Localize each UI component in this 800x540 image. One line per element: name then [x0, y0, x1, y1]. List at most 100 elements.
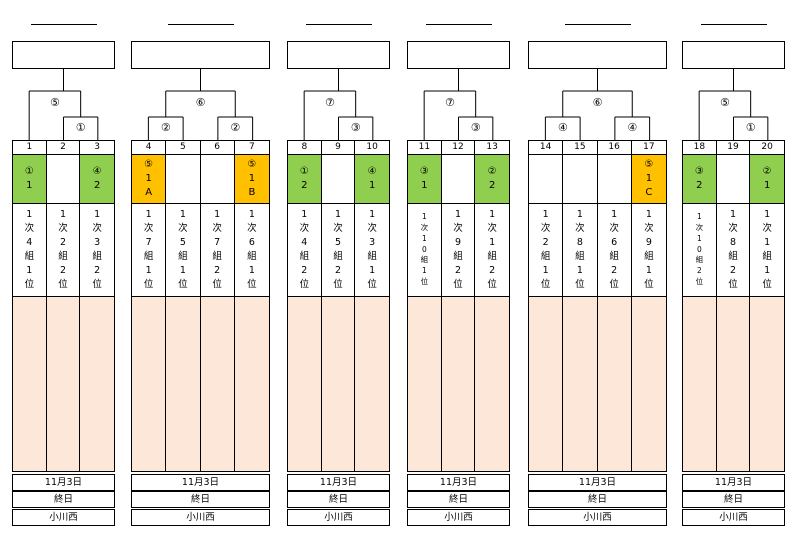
qualifier-char: 3 — [369, 237, 376, 248]
qualifier-char: 1 — [369, 209, 376, 220]
qualifier-char: 組 — [644, 251, 654, 262]
group-F組: ⑤ ① 18 ③ 2 1 次 1 0 組 2 位 19 1 次 8 組 2 位 20 ② 1 1 次 1 組 1 位 11月3日 終日 小川… — [682, 0, 785, 540]
match-venue: 小川西 — [528, 509, 667, 526]
seed-text: ⑤ — [144, 159, 154, 170]
title-underline — [30, 24, 97, 25]
qualifier-char: 組 — [487, 251, 497, 262]
qualifier-char: 組 — [333, 251, 343, 262]
seed-cell — [166, 155, 200, 204]
title-underline — [700, 24, 767, 25]
round-label-final: ⑥ — [587, 96, 608, 110]
result-area[interactable] — [321, 297, 355, 471]
qualifier-char: 1 — [214, 209, 221, 220]
qualifier-char: 1 — [369, 265, 376, 276]
qualifier-char: 組 — [58, 251, 68, 262]
qualifier-char: 1 — [489, 209, 496, 220]
qualifier-char: 1 — [26, 265, 33, 276]
winner-box[interactable] — [682, 41, 785, 69]
seed-text: 2 — [696, 180, 703, 191]
qualifier-char: 1 — [576, 209, 583, 220]
result-area[interactable] — [13, 297, 46, 471]
seed-text: A — [145, 187, 153, 198]
round-label-semi-left: ② — [155, 121, 176, 135]
qualifier-char: 1 — [489, 237, 496, 248]
qualifier-char: 組 — [728, 251, 738, 262]
slot-number: 4 — [132, 141, 166, 155]
seed-text: ② — [487, 166, 497, 177]
winner-box[interactable] — [287, 41, 390, 69]
result-area[interactable] — [200, 297, 234, 471]
qualifier-char: 0 — [696, 244, 702, 254]
qualifier-cell: 1 次 6 組 1 位 — [234, 204, 269, 297]
title-underline — [167, 24, 234, 25]
match-venue: 小川西 — [131, 509, 270, 526]
slot-column: 16 1 次 6 組 2 位 — [597, 141, 632, 471]
winner-box[interactable] — [12, 41, 115, 69]
winner-box[interactable] — [131, 41, 270, 69]
winner-box[interactable] — [407, 41, 510, 69]
group-A組: ⑤ ① 1 ① 1 1 次 4 組 1 位 2 1 次 2 組 2 位 3 ④ 2 1 次 3 組 2 位 11月3日 終日 小川西 — [12, 0, 115, 540]
qualifier-char: 1 — [542, 209, 549, 220]
slot-number: 10 — [355, 141, 389, 155]
result-area[interactable] — [529, 297, 563, 471]
seed-text: ① — [299, 166, 309, 177]
match-venue: 小川西 — [287, 509, 390, 526]
result-area[interactable] — [475, 297, 509, 471]
qualifier-char: 次 — [609, 223, 619, 234]
match-date: 11月3日 — [287, 474, 390, 491]
round-label-semi: ① — [740, 121, 761, 135]
result-area[interactable] — [234, 297, 269, 471]
match-date: 11月3日 — [682, 474, 785, 491]
qualifier-char: 1 — [145, 209, 152, 220]
qualifier-char: 次 — [178, 223, 188, 234]
qualifier-char: 1 — [26, 209, 33, 220]
round-label-final: ⑤ — [714, 96, 735, 110]
slot-number: 14 — [529, 141, 563, 155]
qualifier-char: 0 — [421, 244, 427, 254]
slot-number: 12 — [441, 141, 475, 155]
result-area[interactable] — [631, 297, 666, 471]
seed-text: 1 — [645, 173, 653, 184]
seed-cell — [321, 155, 355, 204]
round-label-semi-right: ④ — [622, 121, 643, 135]
winner-box[interactable] — [528, 41, 667, 69]
result-area[interactable] — [355, 297, 389, 471]
result-area[interactable] — [441, 297, 475, 471]
qualifier-char: 1 — [696, 233, 702, 243]
seed-cell — [441, 155, 475, 204]
seed-text: 1 — [763, 180, 771, 191]
result-area[interactable] — [166, 297, 200, 471]
qualifier-char: 1 — [94, 209, 101, 220]
slot-column: 7 ⑤ 1 B 1 次 6 組 1 位 — [234, 141, 269, 471]
result-area[interactable] — [750, 297, 784, 471]
result-area[interactable] — [597, 297, 631, 471]
slot-column: 20 ② 1 1 次 1 組 1 位 — [750, 141, 784, 471]
qualifier-char: 1 — [645, 209, 652, 220]
result-area[interactable] — [683, 297, 716, 471]
seed-text: C — [645, 187, 653, 198]
slot-number: 5 — [166, 141, 200, 155]
slot-table: 4 ⑤ 1 A 1 次 7 組 1 位 5 1 次 5 組 1 位 6 1 次 7 組 2 位 7 ⑤ 1 B 1 次 6 組 1 位 — [131, 140, 270, 472]
result-area[interactable] — [132, 297, 166, 471]
qualifier-char: 1 — [454, 209, 461, 220]
result-area[interactable] — [563, 297, 597, 471]
slot-number: 13 — [475, 141, 509, 155]
result-area[interactable] — [408, 297, 441, 471]
qualifier-cell: 1 次 9 組 2 位 — [441, 204, 475, 297]
result-area[interactable] — [80, 297, 114, 471]
seed-text: 1 — [248, 173, 256, 184]
bracket-lines — [698, 69, 769, 140]
result-area[interactable] — [288, 297, 321, 471]
qualifier-char: 組 — [299, 251, 310, 262]
qualifier-char: 次 — [24, 223, 35, 234]
seed-text: 2 — [301, 180, 308, 191]
result-area[interactable] — [716, 297, 750, 471]
seed-cell: ⑤ 1 A — [132, 155, 166, 204]
qualifier-char: 2 — [214, 265, 221, 276]
result-area[interactable] — [46, 297, 80, 471]
